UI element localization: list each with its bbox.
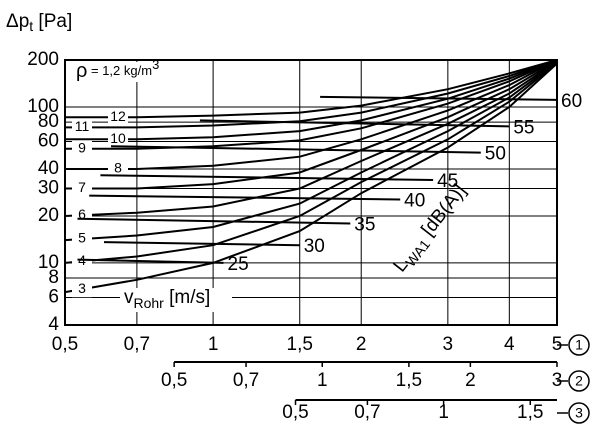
x-tick-label: 0,5 <box>161 370 187 391</box>
label-bg <box>72 180 92 197</box>
y-tick-label: 60 <box>38 131 59 152</box>
x-tick-label: 2 <box>356 334 367 355</box>
density-note: ρ = 1,2 kg/m3 <box>76 57 159 82</box>
label-bg <box>108 131 128 148</box>
density-note-part: ρ <box>76 60 87 82</box>
y-tick-label: 6 <box>48 287 59 308</box>
y-tick-label: 4 <box>48 314 59 335</box>
x-tick-label: 4 <box>504 334 515 355</box>
curve <box>77 217 351 225</box>
y-tick-label: 40 <box>38 158 59 179</box>
curve <box>100 174 434 181</box>
curve <box>65 59 558 119</box>
label-bg <box>72 281 92 298</box>
curve <box>320 95 558 101</box>
x-tick-label: 1 <box>438 402 449 423</box>
y-label-unit: [Pa] <box>33 11 72 32</box>
y-tick-label: 100 <box>27 96 59 117</box>
curve <box>65 59 558 190</box>
curve <box>199 119 510 128</box>
label-bg <box>72 119 92 136</box>
density-note-part: 3 <box>152 57 159 72</box>
axis-marker-circle <box>568 402 590 424</box>
series-label: 8 <box>114 160 122 176</box>
y-tick-label: 20 <box>38 205 59 226</box>
level-label: 35 <box>354 215 375 236</box>
curve <box>77 258 224 264</box>
y-label-subscript: t <box>29 18 33 34</box>
x-axis-label-part: [m/s] <box>164 287 210 308</box>
level-label: 50 <box>485 144 506 165</box>
axis-marker-circle <box>568 370 590 392</box>
axis-marker-circle <box>568 334 590 356</box>
axis-marker: 3 <box>575 405 583 421</box>
level-label: 60 <box>561 91 582 112</box>
y-tick-label: 10 <box>38 252 59 273</box>
x-tick-label: 1,5 <box>396 370 422 391</box>
x-tick-label: 0,5 <box>52 334 78 355</box>
y-tick-label: 200 <box>27 49 59 70</box>
series-label: 11 <box>75 118 90 134</box>
series-label: 3 <box>78 280 86 296</box>
y-axis-label: Δpt [Pa] <box>6 11 72 34</box>
x-tick-label: 2 <box>465 370 476 391</box>
curve <box>89 194 401 201</box>
plot-frame <box>64 59 558 326</box>
series-label: 12 <box>110 108 126 124</box>
x-tick-label: 0,7 <box>354 402 380 423</box>
y-tick-label: 8 <box>48 267 59 288</box>
label-bg <box>72 253 92 270</box>
axis-marker: 2 <box>575 373 583 389</box>
label-bg <box>120 288 232 312</box>
level-label: 55 <box>513 117 534 138</box>
level-label: 30 <box>304 236 325 257</box>
y-label-main: Δp <box>6 11 29 32</box>
density-note-part: = 1,2 kg/m <box>87 63 152 78</box>
y-tick-label: 80 <box>38 111 59 132</box>
series-label: 6 <box>78 206 86 222</box>
label-bg <box>72 62 180 82</box>
x-tick-label: 0,7 <box>124 334 150 355</box>
level-label: 45 <box>437 171 458 192</box>
level-label: 40 <box>404 191 425 212</box>
x-tick-label: 0,7 <box>233 370 259 391</box>
curve <box>64 61 558 242</box>
series-label: 10 <box>110 130 126 146</box>
curve <box>65 59 558 141</box>
x-tick-label: 0,5 <box>282 402 308 423</box>
x-tick-label: 1,5 <box>287 334 313 355</box>
curve <box>64 62 558 294</box>
label-bg <box>72 231 92 248</box>
level-label: 25 <box>228 254 249 275</box>
y-tick-label: 30 <box>38 178 59 199</box>
label-bg <box>72 140 92 157</box>
curve <box>64 62 558 264</box>
x-axis-label-part: Rohr <box>134 295 165 311</box>
x-tick-label: 1 <box>208 334 219 355</box>
x-tick-label: 3 <box>443 334 454 355</box>
series-label: 9 <box>78 139 86 155</box>
axis-marker: 1 <box>575 337 583 353</box>
x-axis-label: vRohr [m/s] <box>124 287 210 311</box>
x-tick-label: 1 <box>317 370 328 391</box>
label-bg <box>108 109 128 126</box>
series-label: 5 <box>78 230 86 246</box>
x-tick-label: 1,5 <box>517 402 543 423</box>
curve <box>65 59 558 129</box>
curve <box>65 59 558 150</box>
curve <box>110 145 481 154</box>
label-bg <box>108 161 128 178</box>
x-axis-label-part: v <box>124 287 134 308</box>
series-label: 7 <box>78 179 86 195</box>
curve <box>65 59 558 170</box>
curve <box>103 241 300 247</box>
